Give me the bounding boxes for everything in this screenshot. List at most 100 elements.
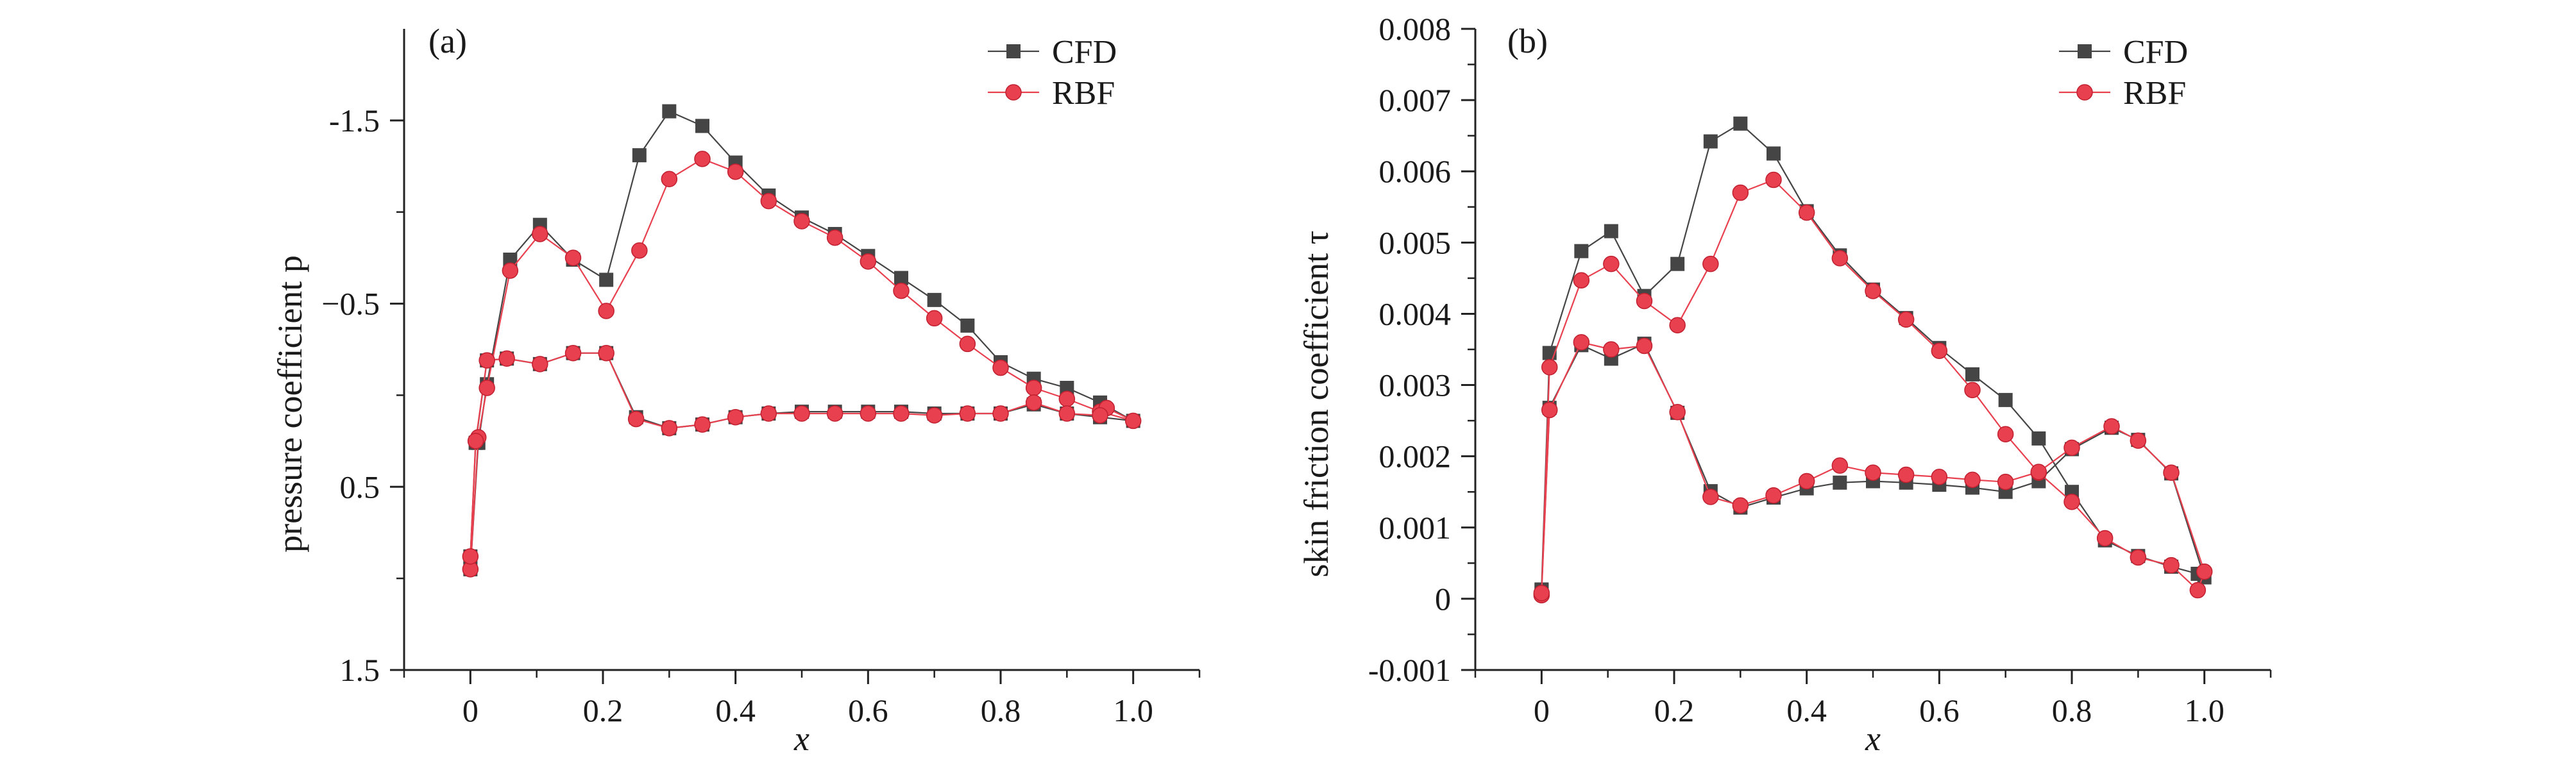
data-point-rbf-b xyxy=(2163,557,2180,574)
y-tick-label-b: 0.006 xyxy=(1379,153,1452,189)
data-point-rbf-b xyxy=(1865,283,1881,299)
data-point-rbf-b xyxy=(1732,184,1749,201)
data-point-rbf-a xyxy=(893,405,910,422)
x-tick-label-b: 0.4 xyxy=(1786,692,1827,728)
legend-b: CFD RBF xyxy=(2059,34,2188,112)
data-point-rbf-a xyxy=(959,335,976,353)
data-point-cfd-a xyxy=(894,271,908,285)
data-point-rbf-a xyxy=(826,405,843,422)
x-axis-title-a: x xyxy=(793,719,809,758)
data-point-cfd-a xyxy=(1060,381,1074,395)
data-point-rbf-b xyxy=(1964,471,1981,489)
data-point-rbf-a xyxy=(502,262,519,279)
series-line-rbf-a xyxy=(470,158,1134,569)
data-point-cfd-b xyxy=(1733,116,1748,131)
axes-frame-a: 0 0.2 0.4 0.6 0.8 1.0 -1.5 −0.5 0.5 1.5 xyxy=(321,29,1201,728)
y-tick-label-b: 0.008 xyxy=(1379,11,1452,47)
data-point-rbf-b xyxy=(1636,337,1653,355)
plot-area-b xyxy=(1533,116,2213,604)
y-tick-label-b: 0.007 xyxy=(1379,82,1452,118)
data-point-rbf-b xyxy=(2063,494,2080,510)
data-point-rbf-a xyxy=(959,405,976,422)
data-point-rbf-b xyxy=(1669,404,1686,421)
data-point-rbf-b xyxy=(1669,317,1686,333)
data-point-rbf-a xyxy=(893,282,910,299)
data-point-rbf-a xyxy=(479,352,495,369)
data-point-rbf-a xyxy=(760,192,777,210)
data-point-rbf-a xyxy=(860,405,877,422)
data-point-rbf-a xyxy=(532,356,548,372)
legend-marker-rbf-b xyxy=(2076,84,2093,101)
data-point-cfd-a xyxy=(960,318,975,333)
legend-item-rbf-b: RBF xyxy=(2059,75,2186,112)
data-point-cfd-b xyxy=(1833,475,1847,490)
y-tick-label-b: 0.004 xyxy=(1379,296,1452,331)
y-axis-title-a: pressure coefficient p xyxy=(271,255,309,553)
x-tick-label-b: 0.8 xyxy=(2052,692,2092,728)
data-point-rbf-b xyxy=(2063,439,2080,456)
data-point-rbf-a xyxy=(1058,390,1076,407)
data-point-rbf-a xyxy=(631,242,648,259)
x-axis-title-b: x xyxy=(1865,719,1881,758)
data-point-cfd-b xyxy=(1965,367,1979,381)
data-point-rbf-a xyxy=(479,380,495,396)
y-tick-label-b: 0.003 xyxy=(1379,367,1452,403)
data-point-rbf-b xyxy=(1765,487,1782,504)
data-point-rbf-b xyxy=(1865,464,1881,481)
panel-label-a: (a) xyxy=(428,22,467,60)
data-point-rbf-a xyxy=(1124,412,1142,430)
data-point-rbf-a xyxy=(1058,405,1076,422)
y-tick-label-b: 0.005 xyxy=(1379,224,1452,260)
data-point-cfd-b xyxy=(1703,134,1718,149)
data-point-rbf-b xyxy=(2130,549,2147,566)
data-point-rbf-b xyxy=(2103,418,2120,435)
data-point-cfd-b xyxy=(2031,431,2046,446)
data-point-rbf-b xyxy=(1897,311,1915,328)
data-point-cfd-b xyxy=(1767,146,1781,161)
y-tick-label-a: -1.5 xyxy=(329,103,380,138)
y-tick-label-b: 0.002 xyxy=(1379,439,1452,474)
data-point-cfd-b xyxy=(1574,244,1589,258)
data-point-rbf-a xyxy=(926,407,943,424)
panel-label-b: (b) xyxy=(1507,22,1548,60)
data-point-rbf-b xyxy=(1603,255,1620,272)
data-point-cfd-a xyxy=(632,148,647,163)
y-axis-title-b: skin friction coefficient τ xyxy=(1297,230,1335,577)
data-point-rbf-b xyxy=(1831,250,1849,267)
y-tick-label-a: 1.5 xyxy=(340,652,380,688)
data-point-rbf-a xyxy=(564,344,582,362)
data-point-rbf-b xyxy=(1997,473,2014,490)
data-point-rbf-a xyxy=(926,310,943,327)
legend-label-cfd-a: CFD xyxy=(1052,34,1117,71)
series-cfd-a xyxy=(463,104,1140,576)
legend-item-cfd-b: CFD xyxy=(2059,34,2188,71)
chart-panel-b: 0 0.2 0.4 0.6 0.8 1.0 -0.001 0 0.001 0.002 0.003 0.… xyxy=(1297,11,2272,758)
series-cfd-b xyxy=(1534,116,2212,598)
x-tick-label-a: 0.4 xyxy=(715,692,756,728)
data-point-rbf-b xyxy=(2096,530,2114,547)
legend-marker-cfd-b xyxy=(2078,44,2092,58)
legend-marker-cfd-a xyxy=(1006,44,1021,58)
series-rbf-b xyxy=(1533,171,2213,604)
data-point-rbf-b xyxy=(1964,381,1981,399)
y-tick-label-b: 0 xyxy=(1435,581,1451,617)
data-point-rbf-b xyxy=(1798,204,1815,221)
data-point-rbf-b xyxy=(2196,563,2213,580)
data-point-rbf-b xyxy=(1765,171,1782,188)
data-point-rbf-a xyxy=(727,408,744,426)
data-point-rbf-a xyxy=(1092,407,1108,424)
y-tick-label-a: −0.5 xyxy=(321,286,380,322)
legend-label-rbf-a: RBF xyxy=(1052,75,1115,112)
data-point-rbf-a xyxy=(992,359,1009,376)
y-tick-label-b: -0.001 xyxy=(1368,652,1451,688)
data-point-rbf-a xyxy=(661,420,678,437)
legend-a: CFD RBF xyxy=(988,34,1117,112)
data-point-cfd-a xyxy=(599,272,614,287)
data-point-rbf-a xyxy=(826,229,843,246)
data-point-rbf-a xyxy=(661,171,678,188)
data-point-cfd-b xyxy=(1670,256,1685,271)
data-point-rbf-b xyxy=(1798,473,1815,490)
data-point-rbf-a xyxy=(564,249,582,266)
data-point-rbf-a xyxy=(1025,380,1042,396)
